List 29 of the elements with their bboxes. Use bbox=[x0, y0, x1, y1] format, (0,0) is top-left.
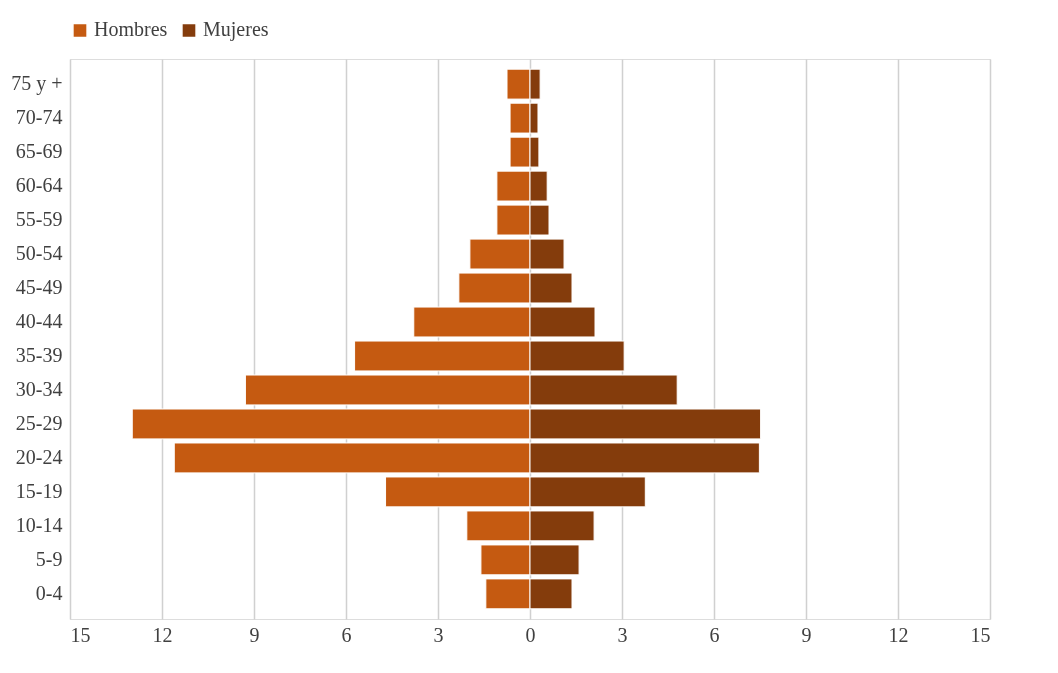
x-tick-label: 6 bbox=[709, 623, 720, 646]
x-tick-label: 3 bbox=[617, 623, 628, 646]
y-tick-label: 40-44 bbox=[15, 310, 63, 333]
x-tick-label: 12 bbox=[152, 623, 173, 646]
x-tick-label: 9 bbox=[801, 623, 812, 646]
x-tick-label: 0 bbox=[525, 623, 536, 646]
y-tick-label: 15-19 bbox=[15, 479, 63, 502]
y-tick-label: 45-49 bbox=[15, 276, 63, 299]
y-tick-label: 35-39 bbox=[15, 343, 63, 366]
legend-label: Hombres bbox=[94, 18, 168, 41]
x-tick-label: 15 bbox=[970, 623, 991, 646]
y-tick-label: 50-54 bbox=[15, 242, 63, 265]
y-tick-label: 55-59 bbox=[15, 208, 63, 231]
y-tick-label: 25-29 bbox=[15, 411, 63, 434]
y-tick-label: 70-74 bbox=[15, 106, 63, 129]
x-tick-label: 15 bbox=[70, 623, 91, 646]
x-tick-label: 3 bbox=[433, 623, 444, 646]
y-tick-label: 0-4 bbox=[35, 581, 63, 604]
x-tick-label: 9 bbox=[249, 623, 260, 646]
y-tick-label: 60-64 bbox=[15, 174, 63, 197]
legend-label: Mujeres bbox=[203, 18, 269, 42]
y-tick-label: 75 y + bbox=[11, 72, 63, 96]
y-tick-label: 20-24 bbox=[15, 445, 63, 468]
x-tick-label: 6 bbox=[341, 623, 352, 646]
y-tick-label: 65-69 bbox=[15, 140, 63, 163]
y-tick-label: 5-9 bbox=[35, 547, 63, 570]
y-tick-label: 30-34 bbox=[15, 377, 63, 400]
y-tick-label: 10-14 bbox=[15, 513, 63, 536]
x-tick-label: 12 bbox=[888, 623, 909, 646]
